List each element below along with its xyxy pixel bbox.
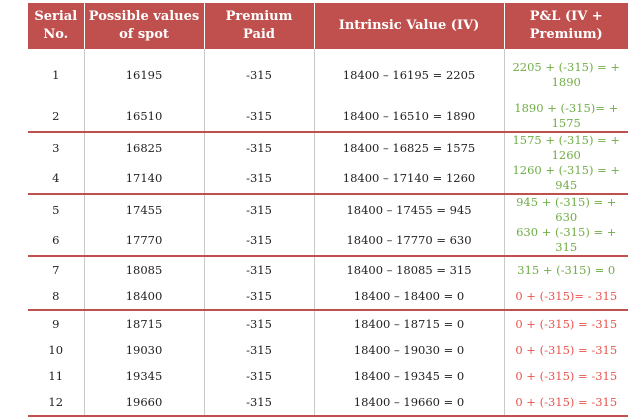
cell-serial: 2 (28, 101, 85, 132)
cell-serial: 11 (28, 363, 85, 389)
cell-iv: 18400 – 17770 = 630 (314, 225, 505, 256)
cell-serial: 6 (28, 225, 85, 256)
table-row: 8 18400 -315 18400 – 18400 = 0 0 + (-315… (28, 283, 628, 310)
document-page: Serial No. Possible values of spot Premi… (28, 3, 628, 417)
cell-serial: 4 (28, 163, 85, 194)
table-row: 12 19660 -315 18400 – 19660 = 0 0 + (-31… (28, 389, 628, 417)
cell-premium: -315 (204, 283, 315, 310)
cell-serial: 10 (28, 337, 85, 363)
header-premium: Premium Paid (203, 3, 315, 49)
cell-spot: 19030 (84, 337, 205, 363)
cell-iv: 18400 – 19030 = 0 (314, 337, 505, 363)
cell-pl: 0 + (-315) = -315 (515, 342, 618, 357)
cell-spot: 18400 (84, 283, 205, 310)
cell-pl: 2205 + (-315) = + 1890 (512, 60, 621, 89)
cell-serial: 8 (28, 283, 85, 310)
cell-iv: 18400 – 16825 = 1575 (314, 131, 505, 163)
cell-iv: 18400 – 16510 = 1890 (314, 101, 505, 132)
cell-spot: 16195 (84, 49, 205, 101)
cell-spot: 18715 (84, 309, 205, 337)
cell-spot: 16825 (84, 131, 205, 163)
cell-spot: 19345 (84, 363, 205, 389)
cell-premium: -315 (204, 101, 315, 132)
cell-iv: 18400 – 18400 = 0 (314, 283, 505, 310)
cell-pl: 1260 + (-315) = + 945 (512, 163, 621, 192)
cell-premium: -315 (204, 225, 315, 256)
cell-premium: -315 (204, 309, 315, 337)
cell-pl: 1575 + (-315) = + 1260 (504, 131, 628, 163)
cell-pl: 0 + (-315) = -315 (504, 389, 628, 417)
cell-premium: -315 (204, 255, 315, 283)
pl-table: Serial No. Possible values of spot Premi… (28, 3, 628, 417)
cell-premium: -315 (204, 389, 315, 417)
table-row: 5 17455 -315 18400 – 17455 = 945 945 + (… (28, 193, 628, 225)
table-row: 9 18715 -315 18400 – 18715 = 0 0 + (-315… (28, 309, 628, 337)
cell-pl: 0 + (-315) = -315 (504, 309, 628, 337)
table-row: 10 19030 -315 18400 – 19030 = 0 0 + (-31… (28, 337, 628, 363)
cell-spot: 16510 (84, 101, 205, 132)
table-row: 2 16510 -315 18400 – 16510 = 1890 1890 +… (28, 101, 628, 132)
cell-serial: 1 (28, 49, 85, 101)
cell-spot: 18085 (84, 255, 205, 283)
cell-iv: 18400 – 18715 = 0 (314, 309, 505, 337)
header-pl: P&L (IV + Premium) (503, 3, 628, 49)
cell-pl: 0 + (-315) = -315 (515, 368, 618, 383)
cell-serial: 9 (28, 309, 85, 337)
cell-iv: 18400 – 18085 = 315 (314, 255, 505, 283)
header-serial: Serial No. (28, 3, 85, 49)
cell-iv: 18400 – 17455 = 945 (314, 193, 505, 225)
header-spot: Possible values of spot (83, 3, 205, 49)
cell-spot: 17770 (84, 225, 205, 256)
table-row: 11 19345 -315 18400 – 19345 = 0 0 + (-31… (28, 363, 628, 389)
cell-spot: 17140 (84, 163, 205, 194)
cell-pl: 1890 + (-315)= + 1575 (514, 101, 619, 130)
table-row: 1 16195 -315 18400 – 16195 = 2205 2205 +… (28, 49, 628, 101)
cell-serial: 7 (28, 255, 85, 283)
cell-iv: 18400 – 19660 = 0 (314, 389, 505, 417)
cell-premium: -315 (204, 363, 315, 389)
cell-premium: -315 (204, 193, 315, 225)
header-row: Serial No. Possible values of spot Premi… (28, 3, 628, 49)
cell-pl: 945 + (-315) = + 630 (504, 193, 628, 225)
cell-premium: -315 (204, 163, 315, 194)
header-iv: Intrinsic Value (IV) (313, 3, 505, 49)
table-row: 4 17140 -315 18400 – 17140 = 1260 1260 +… (28, 163, 628, 194)
cell-spot: 17455 (84, 193, 205, 225)
table-row: 6 17770 -315 18400 – 17770 = 630 630 + (… (28, 225, 628, 256)
cell-spot: 19660 (84, 389, 205, 417)
cell-premium: -315 (204, 131, 315, 163)
table-row: 3 16825 -315 18400 – 16825 = 1575 1575 +… (28, 131, 628, 163)
cell-premium: -315 (204, 49, 315, 101)
cell-serial: 3 (28, 131, 85, 163)
cell-iv: 18400 – 16195 = 2205 (314, 49, 505, 101)
table-row: 7 18085 -315 18400 – 18085 = 315 315 + (… (28, 255, 628, 283)
cell-iv: 18400 – 17140 = 1260 (314, 163, 505, 194)
cell-pl: 0 + (-315)= - 315 (515, 288, 618, 303)
cell-serial: 5 (28, 193, 85, 225)
cell-iv: 18400 – 19345 = 0 (314, 363, 505, 389)
cell-premium: -315 (204, 337, 315, 363)
cell-pl: 315 + (-315) = 0 (504, 255, 628, 283)
cell-serial: 12 (28, 389, 85, 417)
cell-pl: 630 + (-315) = + 315 (516, 225, 617, 254)
